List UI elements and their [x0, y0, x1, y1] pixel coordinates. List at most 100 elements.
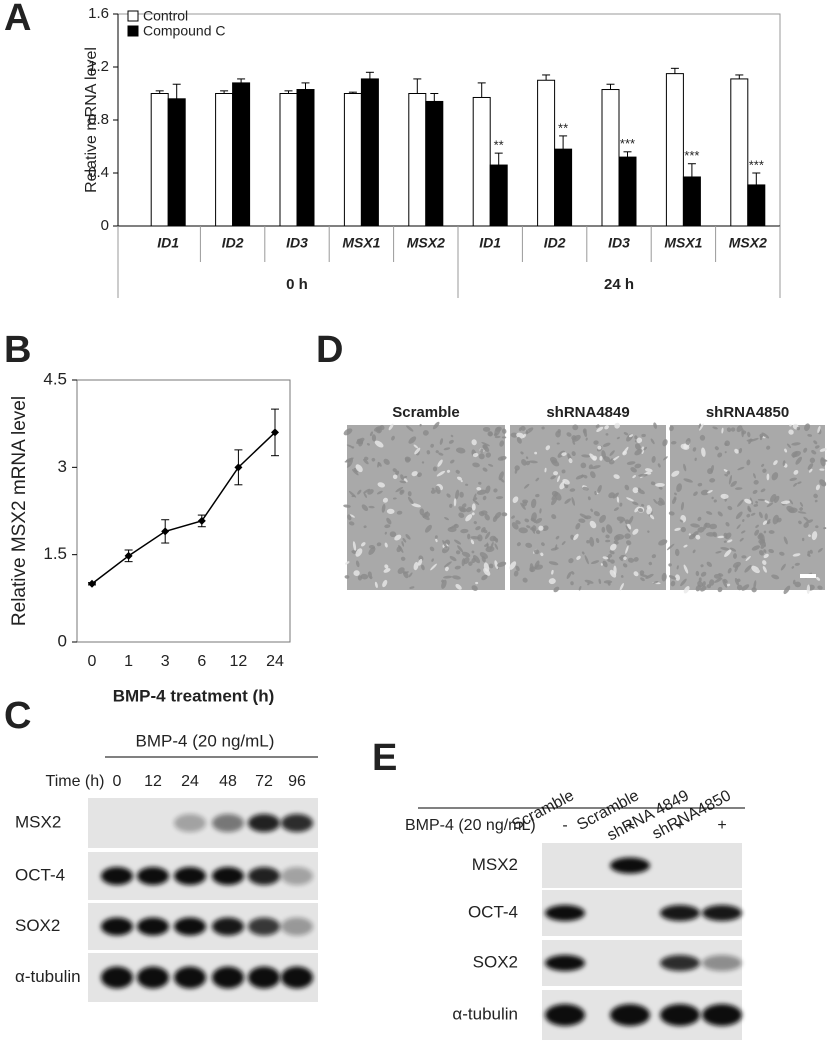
cell: [751, 587, 757, 593]
cell: [736, 425, 743, 433]
cell: [417, 472, 422, 478]
micrograph-texture: [509, 422, 668, 593]
marker: [197, 516, 206, 525]
cell: [511, 515, 515, 519]
cell: [705, 532, 716, 537]
cell: [430, 563, 437, 571]
cell: [757, 534, 764, 540]
cell: [404, 478, 408, 483]
cell: [626, 497, 634, 502]
cell: [402, 538, 407, 543]
cell: [461, 551, 471, 558]
cell: [392, 497, 397, 500]
row-label: SOX2: [473, 952, 518, 971]
cell: [742, 519, 745, 522]
y-tick-label: 4.5: [43, 369, 67, 388]
cell: [799, 502, 804, 507]
band: [281, 966, 313, 989]
cell: [535, 517, 543, 524]
lane-label: 96: [288, 773, 306, 790]
cell: [650, 438, 655, 445]
cell: [531, 512, 537, 522]
cell: [632, 475, 636, 479]
cell: [471, 585, 478, 591]
cell: [551, 459, 560, 467]
cell: [513, 570, 519, 577]
cell: [394, 534, 402, 541]
cell: [578, 585, 582, 591]
cell: [607, 553, 613, 558]
cell: [783, 585, 791, 595]
cell: [449, 524, 458, 529]
cell: [534, 451, 538, 455]
cell: [817, 547, 823, 553]
cell: [535, 530, 541, 535]
cell: [755, 501, 759, 504]
cell: [386, 508, 395, 514]
y-tick-label: 0: [101, 217, 109, 234]
cell: [529, 563, 534, 572]
cell: [640, 577, 645, 582]
cell: [683, 544, 688, 548]
cell: [435, 485, 441, 494]
cell: [554, 544, 558, 551]
cell: [726, 470, 731, 475]
cell: [455, 550, 461, 555]
cell: [605, 539, 611, 543]
band: [281, 917, 313, 936]
cell: [525, 456, 529, 460]
cell: [764, 513, 768, 520]
cell: [441, 579, 447, 589]
cell: [568, 458, 573, 464]
cell: [347, 514, 352, 521]
cell: [699, 423, 704, 431]
cell: [478, 453, 485, 460]
cell: [419, 508, 425, 516]
cell: [783, 536, 788, 545]
cell: [430, 443, 434, 448]
cell: [753, 480, 759, 485]
cell: [706, 584, 712, 589]
cell: [595, 537, 600, 544]
row-label: α-tubulin: [15, 967, 81, 986]
y-tick-label: 3: [58, 457, 67, 476]
cell: [475, 526, 481, 531]
cell: [809, 549, 813, 554]
cell: [712, 426, 718, 430]
cell: [442, 540, 448, 549]
cell: [722, 579, 728, 588]
cell: [421, 461, 425, 464]
cell: [530, 527, 536, 531]
cell: [525, 427, 534, 434]
cell: [447, 526, 457, 533]
cell: [735, 511, 743, 520]
cell: [627, 557, 634, 563]
cell: [602, 560, 608, 568]
bar: [343, 93, 362, 227]
cell: [670, 440, 677, 445]
cell: [746, 513, 751, 518]
cell: [368, 547, 376, 555]
cell: [669, 425, 674, 432]
cell: [449, 555, 457, 562]
cell: [542, 525, 549, 531]
cell: [792, 579, 796, 585]
cell: [634, 506, 640, 513]
cell: [633, 557, 639, 562]
cell: [455, 583, 462, 590]
cell: [755, 524, 759, 529]
cell: [723, 540, 727, 543]
cell: [553, 586, 560, 593]
cell: [540, 552, 544, 557]
cell: [463, 556, 470, 565]
cell: [762, 566, 767, 573]
x-tick-label: ID2: [222, 235, 244, 251]
cell: [467, 533, 471, 540]
cell: [384, 542, 388, 548]
legend-swatch: [127, 25, 139, 37]
y-tick-label: 0.4: [88, 164, 109, 181]
cell: [477, 534, 483, 542]
cell: [411, 503, 421, 508]
cell: [650, 481, 656, 486]
cell: [409, 586, 415, 589]
